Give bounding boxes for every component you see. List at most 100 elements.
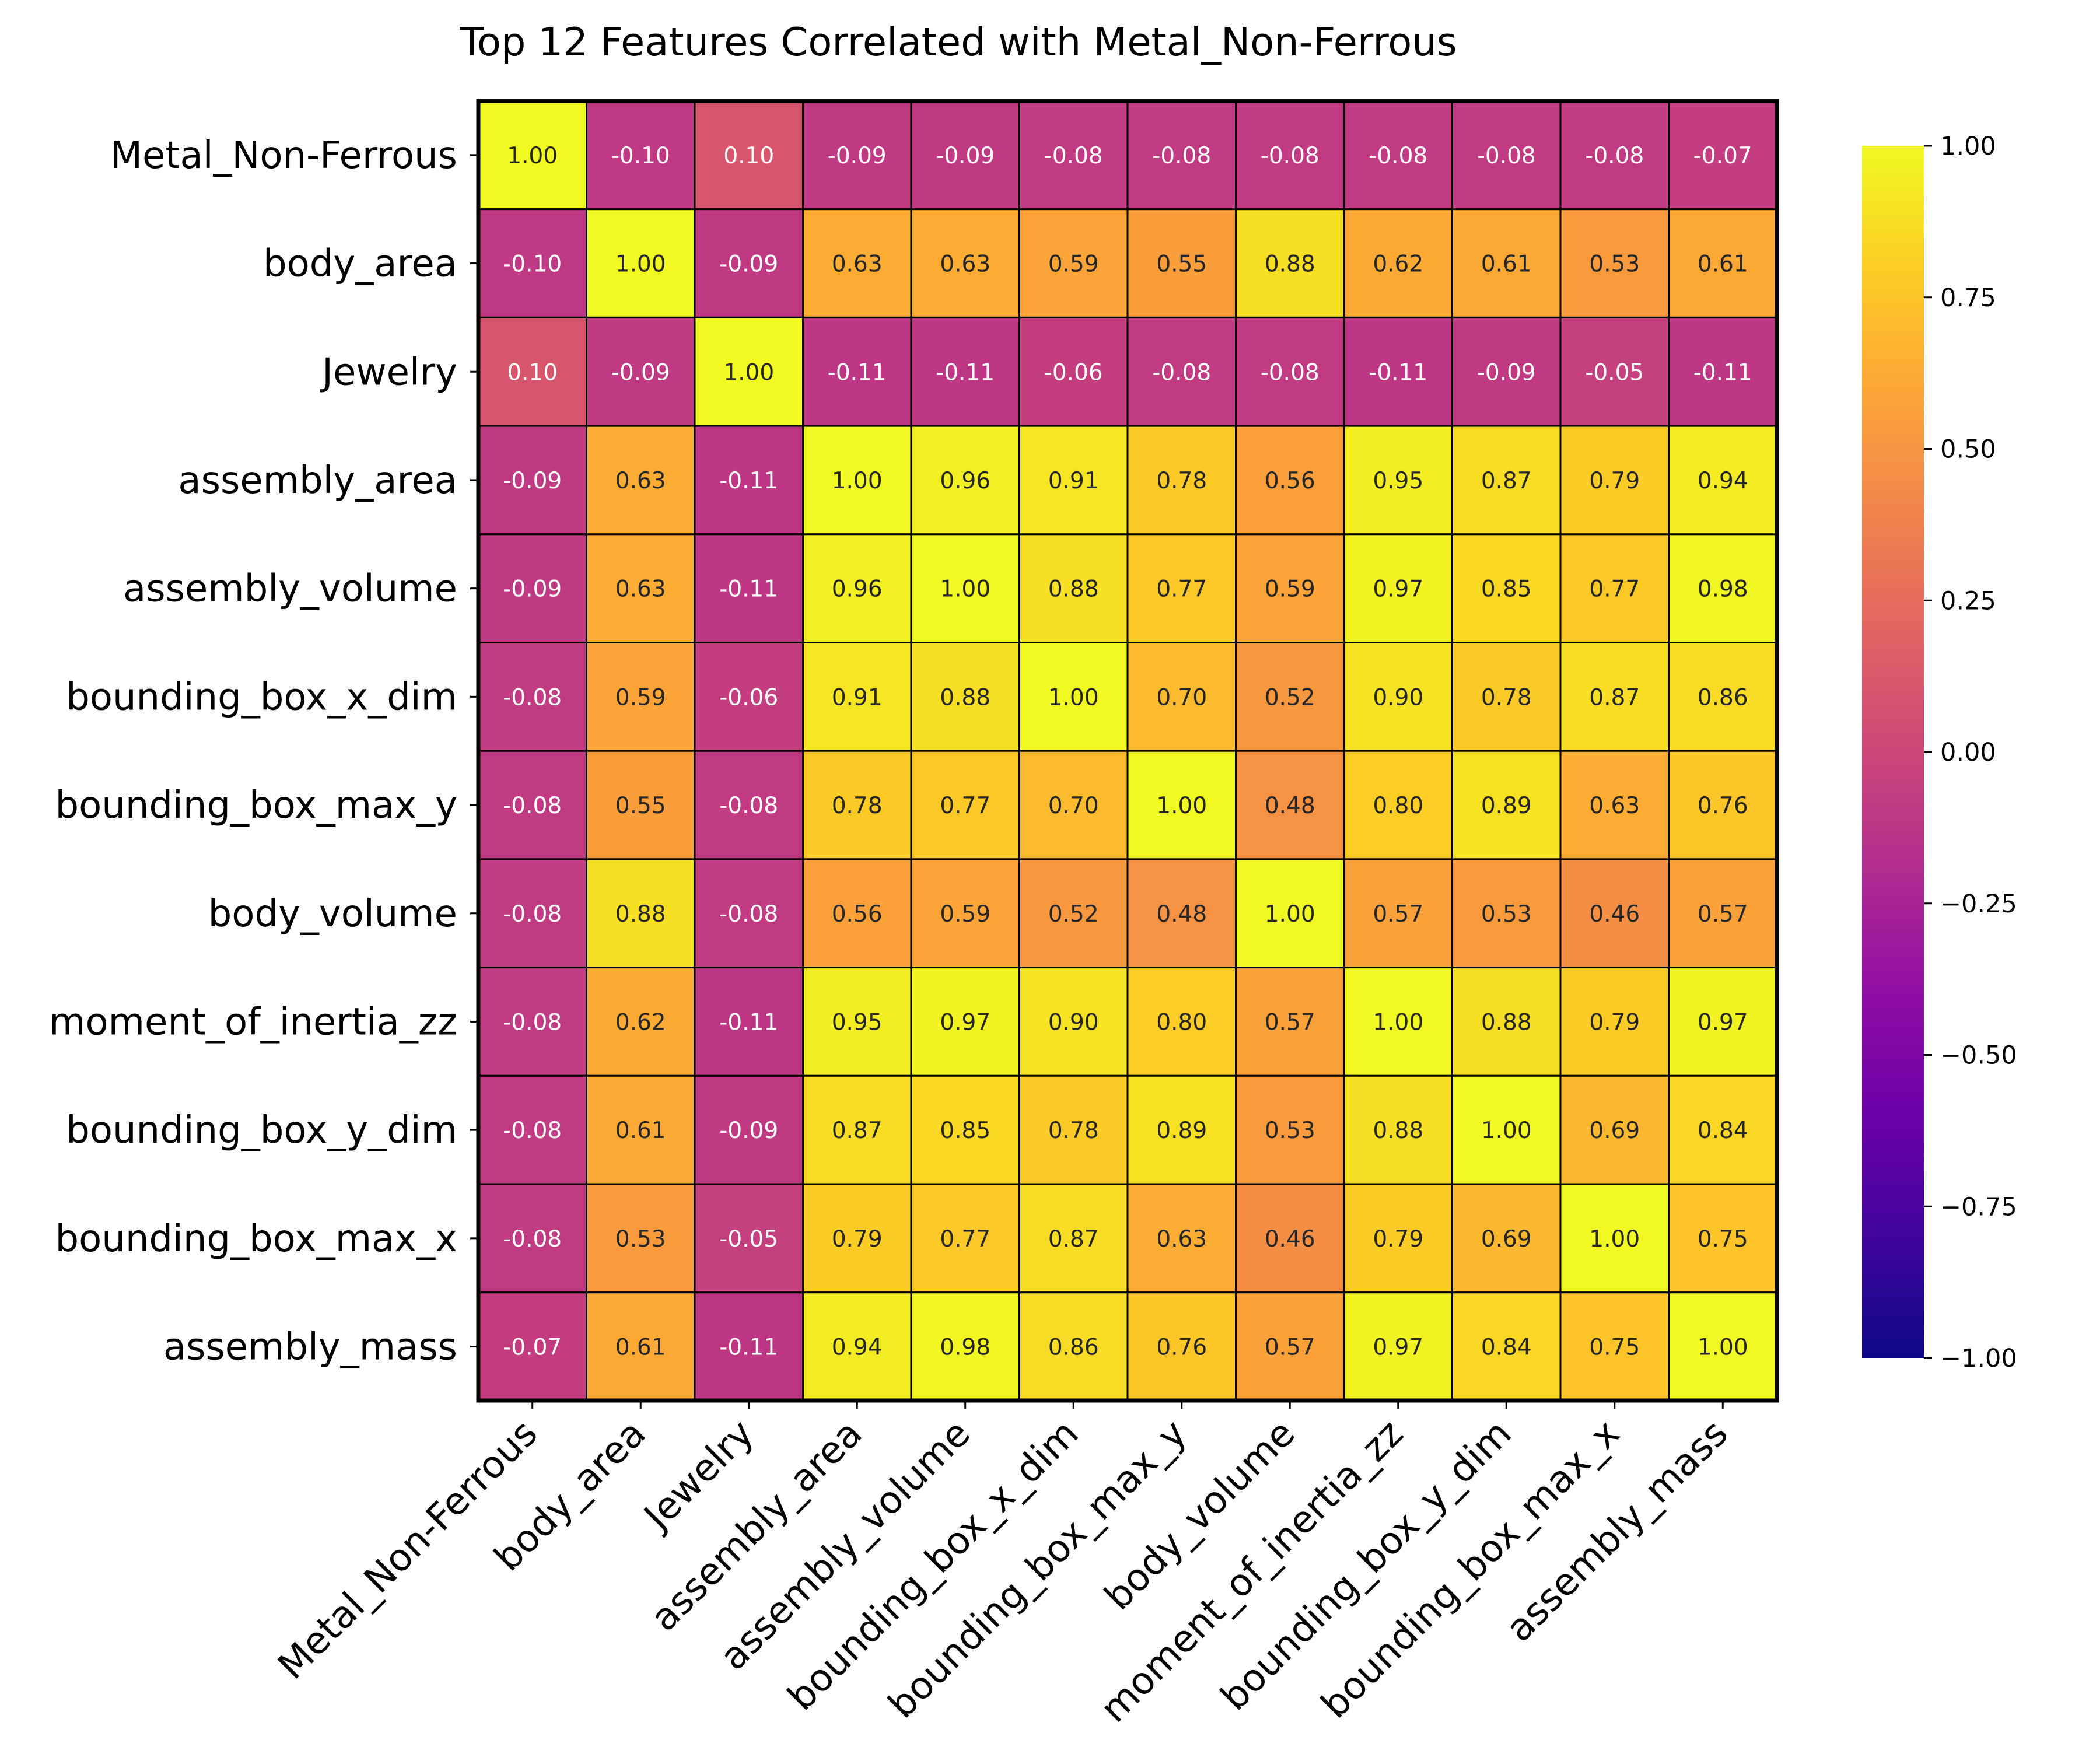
cell-value-label: 0.76 [1698,793,1748,819]
cell-value-label: 0.88 [1373,1118,1423,1144]
cell-value-label: 0.90 [1373,684,1423,710]
cell-value-label: 0.95 [1373,468,1423,494]
heatmap-cell [1451,858,1562,969]
cell-value-label: -0.08 [1261,359,1320,386]
heatmap-cell [1235,642,1345,752]
cell-value-label: -0.09 [936,143,995,169]
heatmap-cell [694,967,804,1077]
heatmap-cell [1668,642,1778,752]
heatmap-cell [1126,858,1237,969]
cell-value-label: -0.09 [828,143,887,169]
cell-value-label: 0.76 [1156,1335,1207,1361]
heatmap-cell [477,967,587,1077]
colorbar-tick-label: 0.75 [1940,284,1996,313]
heatmap-cell [1126,1074,1237,1185]
heatmap-cell [1235,1074,1345,1185]
cell-value-label: 0.48 [1265,793,1315,819]
cell-value-label: 0.63 [1589,793,1640,819]
cell-value-label: 0.59 [940,901,991,928]
cell-value-label: 0.97 [940,1009,991,1035]
heatmap-cell [1559,858,1670,969]
heatmap-cell [694,858,804,969]
cell-value-label: -0.07 [1693,143,1752,169]
colorbar [1862,146,1924,1358]
cell-value-label: -0.11 [1693,359,1752,386]
cell-value-label: 0.91 [1048,468,1099,494]
row-label: bounding_box_max_y [55,784,458,827]
cell-value-label: 0.62 [615,1009,666,1035]
heatmap-cell [1019,967,1129,1077]
cell-value-label: 0.90 [1048,1009,1099,1035]
cell-value-label: -0.08 [503,1226,562,1252]
cell-value-label: 0.91 [832,684,883,710]
cell-value-label: -0.08 [1152,359,1211,386]
heatmap-cell [910,208,1020,318]
row-label: assembly_area [178,459,457,502]
cell-value-label: 0.96 [832,576,883,603]
cell-value-label: 1.00 [723,359,774,386]
row-label: body_volume [208,892,457,936]
cell-value-label: -0.08 [1261,143,1320,169]
cell-value-label: 1.00 [1589,1226,1640,1252]
heatmap-cell [1235,967,1345,1077]
cell-value-label: 0.96 [940,468,991,494]
cell-value-label: 0.75 [1698,1226,1748,1252]
cell-value-label: -0.11 [828,359,887,386]
colorbar-tick-label: −1.00 [1940,1344,2017,1373]
heatmap-cell [1019,642,1129,752]
heatmap-cell [1451,1074,1562,1185]
heatmap-cell [586,1183,696,1294]
cell-value-labels: 1.00 -0.10 0.10 -0.09 -0.09 -0.08 -0.08 -0.08 -0… [503,143,1752,1361]
row-label: Metal_Non-Ferrous [110,134,457,177]
cell-value-label: -0.10 [503,251,562,278]
heatmap-cell [1668,100,1778,211]
cell-value-label: 0.56 [832,901,883,928]
heatmap-cell [586,1292,696,1402]
heatmap-cell [1668,967,1778,1077]
heatmap-cell [1126,316,1237,427]
heatmap-cell [1019,425,1129,536]
heatmap-cell [802,1183,912,1294]
cell-value-label: -0.09 [719,251,778,278]
cell-value-label: 0.88 [615,901,666,928]
cell-value-label: -0.08 [1044,143,1103,169]
cell-value-label: 0.85 [940,1118,991,1144]
cell-value-label: 0.59 [615,684,666,710]
cell-value-label: -0.08 [503,901,562,928]
cell-value-label: 0.98 [940,1335,991,1361]
heatmap-cell [1668,1183,1778,1294]
heatmap-cell [802,316,912,427]
heatmap-cell [802,1074,912,1185]
cell-value-label: -0.11 [1368,359,1427,386]
heatmap-cell [1343,967,1453,1077]
heatmap-cell [1019,750,1129,860]
cell-value-label: 0.70 [1048,793,1099,819]
colorbar-tick-label: 0.50 [1940,435,1996,464]
cell-value-label: 0.61 [1698,251,1748,278]
cell-value-label: -0.08 [1368,143,1427,169]
cell-value-label: -0.11 [719,468,778,494]
cell-value-label: 0.75 [1589,1335,1640,1361]
heatmap-cell [1019,208,1129,318]
cell-value-label: 0.62 [1373,251,1423,278]
cell-value-label: 0.77 [1156,576,1207,603]
colorbar-tick-label: 0.00 [1940,738,1996,767]
colorbar-tick-label: −0.50 [1940,1041,2017,1070]
heatmap-cell [1126,1292,1237,1402]
cell-value-label: 0.46 [1589,901,1640,928]
heatmap-cell [910,533,1020,643]
cell-value-label: 0.87 [1589,684,1640,710]
cell-value-label: 0.79 [1589,1009,1640,1035]
cell-value-label: 0.77 [940,793,991,819]
cell-value-label: -0.10 [611,143,670,169]
cell-value-label: 0.78 [1481,684,1532,710]
cell-value-label: 0.61 [615,1118,666,1144]
row-label: bounding_box_x_dim [66,676,457,719]
cell-value-label: 1.00 [832,468,883,494]
cell-value-label: 0.77 [940,1226,991,1252]
heatmap-cell [586,750,696,860]
cell-value-label: 0.57 [1698,901,1748,928]
column-label: body_volume [1097,1412,1304,1619]
heatmap-cell [910,858,1020,969]
